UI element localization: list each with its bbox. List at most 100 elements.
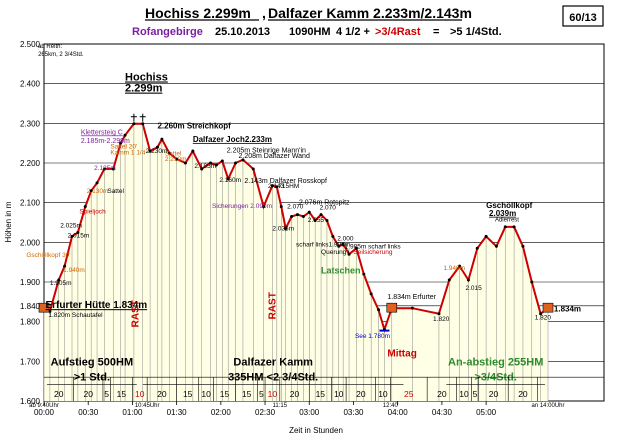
profile-point <box>484 234 488 238</box>
point-label: 2.185m <box>94 165 116 172</box>
profile-point <box>226 177 230 181</box>
profile-point <box>377 308 381 312</box>
segment-minutes: 15 <box>242 389 252 399</box>
point-label: Sattel <box>107 188 124 195</box>
segment-minutes: 20 <box>518 389 528 399</box>
segment-minutes: 20 <box>83 389 93 399</box>
x-tick-label: 02:30 <box>255 408 276 417</box>
segment-minutes: 15 <box>117 389 127 399</box>
title-part1: Hochiss 2.299m <box>145 5 251 21</box>
segment-minutes: 10 <box>135 389 145 399</box>
profile-point <box>347 252 351 256</box>
point-label: 2.143m Dalfazer Rosskopf <box>244 178 327 185</box>
segment-minutes: 10 <box>378 389 388 399</box>
point-label: 1.985m scharf links <box>345 243 402 250</box>
point-label: 1.940m <box>443 265 465 272</box>
point-label: Gschöllkopf <box>486 201 533 210</box>
point-label: 2.185m <box>194 163 216 170</box>
segment-minutes: 20 <box>54 389 64 399</box>
summary-total: >5 1/4Std. <box>450 26 502 38</box>
point-label: 2.070 <box>320 204 337 211</box>
profile-point <box>319 213 323 217</box>
point-label: 1.940m <box>63 267 85 274</box>
point-label: 2.185m-2.299m <box>81 138 130 145</box>
y-tick-label: 1.700 <box>20 357 41 366</box>
profile-point <box>275 185 279 189</box>
point-label: 265km, 2 3/4Std. <box>38 52 84 58</box>
profile-point <box>183 161 187 165</box>
profile-point <box>102 167 106 171</box>
point-label: Latschen <box>321 265 361 275</box>
profile-point <box>220 159 224 163</box>
profile-point <box>148 149 152 153</box>
point-label: 2.208m Dalfazer Wand <box>239 153 310 160</box>
x-tick-label: 02:00 <box>211 408 232 417</box>
profile-point <box>503 225 507 229</box>
point-label: 2.000 <box>337 235 354 242</box>
point-label: scharf links1.990m <box>296 241 350 248</box>
x-tick-label: 03:30 <box>343 408 364 417</box>
point-label: 2.070 <box>287 204 304 211</box>
point-label: 715HM <box>278 183 299 190</box>
y-tick-label: 2.100 <box>20 199 41 208</box>
point-label: 1.820m Schautafel <box>48 312 103 319</box>
profile-point <box>458 264 462 268</box>
point-label: Dalfazer Joch2.233m <box>193 135 272 144</box>
y-tick-label: 2.200 <box>20 159 41 168</box>
point-label: 2.035m <box>272 225 294 232</box>
point-label: Erfurter Hütte 1.834m <box>45 300 147 311</box>
summary-hm: 1090HM <box>289 26 331 38</box>
summary-rast: >3/4Rast <box>375 26 421 38</box>
segment-minutes: 20 <box>157 389 167 399</box>
profile-point <box>410 306 414 310</box>
x-tick-label: 04:30 <box>432 408 453 417</box>
page-badge: 60/13 <box>569 12 597 24</box>
point-label: 1.905m <box>50 280 72 287</box>
x-tick-label: 00:00 <box>34 408 55 417</box>
y-axis-title: Höhen in m <box>4 201 13 242</box>
point-label: 2.143 <box>268 183 285 190</box>
hut-icon <box>38 302 50 313</box>
rast-label: RAST <box>267 292 278 319</box>
profile-point <box>437 312 441 316</box>
segment-minutes: 15 <box>183 389 193 399</box>
y-tick-label: 2.000 <box>20 238 41 247</box>
profile-point <box>234 161 238 165</box>
point-label: Querung l <box>321 249 350 256</box>
profile-point <box>155 145 159 149</box>
profile-point <box>494 244 498 248</box>
profile-point <box>337 244 341 248</box>
y-tick-label: 1.840 <box>20 302 41 311</box>
x-tick-label: 04:00 <box>388 408 409 417</box>
stage-title: Aufstieg 500HM <box>51 356 134 368</box>
summary-equals: = <box>433 26 439 38</box>
segment-minutes: 10 <box>268 389 278 399</box>
page-badge-box <box>562 5 604 27</box>
profile-point <box>123 133 127 137</box>
point-label: 2.260m Streichkopf <box>157 121 231 130</box>
point-label: Sattel <box>165 150 182 157</box>
profile-markers <box>38 113 554 332</box>
profile-point <box>307 210 311 214</box>
rast-label: RAST <box>130 300 141 327</box>
profile-point <box>475 246 479 250</box>
segment-minutes: 10 <box>459 389 469 399</box>
segment-minutes: 5 <box>473 389 478 399</box>
profile-point <box>132 122 136 126</box>
point-label: 1.820 <box>535 315 552 322</box>
point-label: Kamm 1 1/4 <box>110 149 145 156</box>
stage-title: An-abstieg 255HM <box>448 356 543 368</box>
profile-point <box>362 272 366 276</box>
axes: 1.600 1.700 1.800 1.840 1.900 2.000 2.100 2.200… <box>20 40 497 417</box>
point-label: Seilsicherung <box>353 249 392 256</box>
x-axis-title: Zeit in Stunden <box>289 426 343 435</box>
point-label: Sicherungen 2.090m <box>212 203 272 210</box>
point-label: Sattel 20' <box>110 144 137 151</box>
point-label: 2.025m <box>60 223 82 230</box>
time-note: ab 9:40Uhr <box>29 403 59 409</box>
hut-icon <box>542 302 554 313</box>
stage-title: Dalfazer Kamm <box>233 356 313 368</box>
profile-point <box>167 151 171 155</box>
segment-minutes: 20 <box>290 389 300 399</box>
